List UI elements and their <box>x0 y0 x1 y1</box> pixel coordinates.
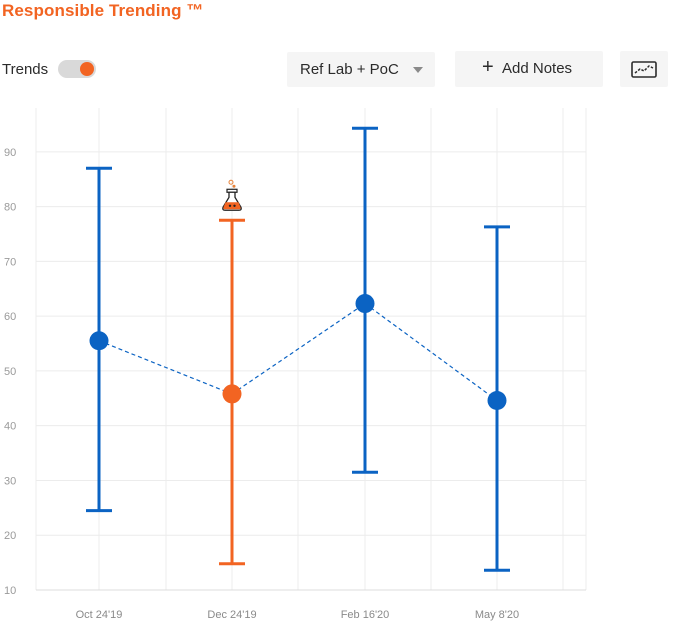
connector-segment <box>364 303 498 401</box>
chart-view-icon <box>631 61 657 78</box>
data-point <box>222 384 242 404</box>
x-tick-label: Feb 16'20 <box>341 609 390 621</box>
plus-icon: + <box>482 56 494 78</box>
y-tick-label: 60 <box>4 311 16 323</box>
x-axis: Oct 24'19 Dec 24'19 Feb 16'20 May 8'20 <box>76 609 520 621</box>
connector-segment <box>98 340 233 395</box>
y-axis: 10 20 30 40 50 60 70 80 90 <box>4 147 16 597</box>
y-tick-label: 40 <box>4 421 16 433</box>
chart-marks <box>86 126 510 572</box>
add-notes-label: Add Notes <box>502 60 573 77</box>
trends-toggle[interactable] <box>58 60 96 78</box>
connector-segment <box>231 303 366 395</box>
toggle-knob <box>80 62 94 76</box>
data-point <box>89 331 109 351</box>
x-tick-label: Oct 24'19 <box>76 609 123 621</box>
x-tick-label: May 8'20 <box>475 609 519 621</box>
y-tick-label: 80 <box>4 202 16 214</box>
y-tick-label: 50 <box>4 366 16 378</box>
add-notes-button[interactable]: + Add Notes <box>455 51 603 87</box>
chart-view-button[interactable] <box>620 51 668 87</box>
y-tick-label: 20 <box>4 530 16 542</box>
dropdown-value: Ref Lab + PoC <box>300 61 399 78</box>
caret-down-icon <box>413 67 423 73</box>
lab-flask-icon <box>222 179 242 211</box>
data-point <box>487 390 507 410</box>
trend-chart: 10 20 30 40 50 60 70 80 90 Oct 24'19 Dec 24'19 Feb… <box>4 108 587 621</box>
y-tick-label: 70 <box>4 256 16 268</box>
data-point <box>355 294 375 314</box>
trends-label: Trends <box>2 61 49 78</box>
y-tick-label: 30 <box>4 475 16 487</box>
x-tick-label: Dec 24'19 <box>207 609 256 621</box>
y-tick-label: 10 <box>4 585 16 597</box>
source-dropdown[interactable]: Ref Lab + PoC <box>287 52 435 87</box>
trend-connector <box>98 303 498 401</box>
y-tick-label: 90 <box>4 147 16 159</box>
page-title: Responsible Trending ™ <box>2 1 204 20</box>
